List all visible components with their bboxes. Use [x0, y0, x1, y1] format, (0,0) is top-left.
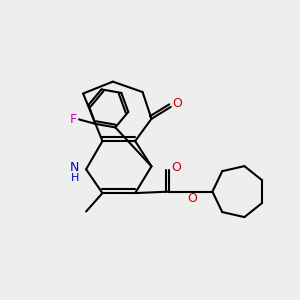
Text: O: O — [188, 192, 197, 205]
Text: O: O — [172, 98, 182, 110]
Text: N: N — [70, 161, 80, 174]
Text: H: H — [70, 172, 79, 183]
Text: F: F — [70, 113, 77, 126]
Text: O: O — [171, 161, 181, 174]
